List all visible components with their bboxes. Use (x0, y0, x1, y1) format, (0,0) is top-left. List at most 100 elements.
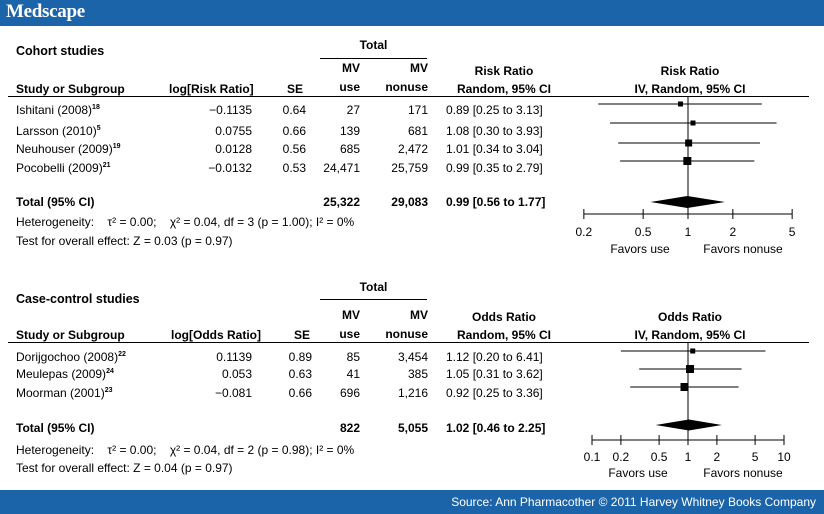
heterogeneity-text: Heterogeneity: τ² = 0.00; χ² = 0.04, df … (16, 215, 355, 229)
mv-use-value: 27 (346, 103, 360, 117)
mv-use-value: 696 (339, 386, 360, 400)
tick-label: 2 (714, 450, 721, 464)
ci-text: 1.05 [0.31 to 3.62] (446, 367, 543, 381)
se-value: 0.66 (282, 124, 306, 138)
study-name: Ishitani (2008)18 (16, 103, 100, 117)
log-value: −0.081 (214, 386, 252, 400)
tick-label: 1 (685, 450, 692, 464)
header-rule (8, 342, 809, 343)
point-estimate (683, 157, 692, 165)
se-value: 0.53 (282, 161, 306, 175)
tick-label: 0.1 (584, 450, 601, 464)
point-estimate (685, 139, 693, 147)
study-name: Pocobelli (2009)21 (16, 161, 111, 175)
se-col-header: SE (287, 82, 304, 96)
ci-text: 0.92 [0.25 to 3.36] (446, 386, 543, 400)
mv-nonuse-value: 1,216 (397, 386, 428, 400)
total-label: Total (95% CI) (16, 421, 95, 435)
total-nonuse: 5,055 (397, 421, 428, 435)
total-header: Total (359, 280, 388, 294)
log-value: 0.1139 (216, 350, 252, 364)
se-value: 0.63 (288, 367, 312, 381)
point-estimate (686, 365, 695, 373)
total-use: 25,322 (323, 195, 360, 209)
total-label: Total (95% CI) (16, 195, 95, 209)
mv-nonuse-value: 2,472 (397, 142, 428, 156)
tick-label: 0.2 (576, 225, 593, 239)
total-underline (320, 299, 427, 300)
ci-text: 0.99 [0.35 to 2.79] (446, 161, 543, 175)
favors-right: Favors nonuse (703, 242, 783, 256)
total-use: 822 (339, 421, 360, 435)
overall-effect-text: Test for overall effect: Z = 0.04 (p = 0… (16, 461, 233, 475)
mv-use-value: 41 (346, 367, 360, 381)
section-title: Cohort studies (16, 44, 105, 58)
log-value: 0.053 (221, 367, 252, 381)
tick-label: 0.5 (651, 450, 668, 464)
footer-bar: Source: Ann Pharmacother © 2011 Harvey W… (0, 490, 824, 514)
tick-label: 5 (752, 450, 759, 464)
mv-nonuse-header-1: MV (410, 61, 428, 75)
log-col-header: log[Risk Ratio] (169, 82, 254, 96)
study-name: Dorijgochoo (2008)22 (16, 350, 126, 364)
study-name: Meulepas (2009)24 (16, 367, 114, 381)
point-estimate (690, 348, 696, 354)
plot-subtitle: IV, Random, 95% CI (634, 82, 746, 96)
tick-label: 5 (789, 225, 796, 239)
log-value: −0.0132 (208, 161, 252, 175)
point-estimate (677, 101, 683, 107)
mv-nonuse-header-2: nonuse (385, 80, 428, 94)
study-name: Larsson (2010)5 (16, 124, 101, 138)
log-value: 0.0755 (215, 124, 252, 138)
plot-title: Odds Ratio (657, 310, 722, 324)
ratio-col-sub: Random, 95% CI (456, 328, 552, 342)
ratio-col-sub: Random, 95% CI (456, 82, 552, 96)
pooled-diamond (650, 196, 725, 208)
source-credit: Source: Ann Pharmacother © 2011 Harvey W… (451, 495, 816, 509)
point-estimate (680, 383, 689, 391)
mv-nonuse-value: 385 (407, 367, 428, 381)
ratio-col-title: Odds Ratio (471, 310, 536, 324)
favors-left: Favors use (608, 466, 668, 480)
se-value: 0.66 (288, 386, 312, 400)
tick-label: 0.5 (635, 225, 652, 239)
total-header: Total (359, 38, 388, 52)
point-estimate (690, 120, 696, 126)
total-nonuse: 29,083 (391, 195, 428, 209)
plot-title: Risk Ratio (660, 64, 720, 78)
tick-label: 10 (777, 450, 791, 464)
se-value: 0.64 (282, 103, 306, 117)
header-bar: Medscape (0, 0, 824, 26)
ratio-col-title: Risk Ratio (474, 64, 534, 78)
study-name: Neuhouser (2009)19 (16, 142, 121, 156)
se-value: 0.89 (288, 350, 312, 364)
study-col-header: Study or Subgroup (16, 82, 125, 96)
mv-use-header-2: use (339, 327, 360, 341)
mv-use-value: 139 (339, 124, 360, 138)
log-col-header: log[Odds Ratio] (171, 328, 261, 342)
ci-text: 1.01 [0.34 to 3.04] (446, 142, 543, 156)
favors-left: Favors use (610, 242, 670, 256)
mv-nonuse-value: 25,759 (391, 161, 428, 175)
mv-use-value: 685 (339, 142, 360, 156)
study-name: Moorman (2001)23 (16, 386, 113, 400)
ci-text: 1.08 [0.30 to 3.93] (446, 124, 543, 138)
mv-use-header-1: MV (342, 308, 360, 322)
mv-nonuse-value: 681 (407, 124, 428, 138)
tick-label: 0.2 (613, 450, 630, 464)
mv-use-header-2: use (339, 80, 360, 94)
favors-right: Favors nonuse (703, 466, 783, 480)
mv-use-value: 85 (346, 350, 360, 364)
total-ci-text: 1.02 [0.46 to 2.25] (446, 421, 546, 435)
plot-subtitle: IV, Random, 95% CI (634, 328, 746, 342)
tick-label: 2 (730, 225, 737, 239)
tick-label: 1 (685, 225, 692, 239)
heterogeneity-text: Heterogeneity: τ² = 0.00; χ² = 0.04, df … (16, 443, 355, 457)
pooled-diamond (655, 419, 722, 431)
total-ci-text: 0.99 [0.56 to 1.77] (446, 195, 546, 209)
log-value: −0.1135 (209, 103, 252, 117)
overall-effect-text: Test for overall effect: Z = 0.03 (p = 0… (16, 234, 233, 248)
mv-nonuse-value: 171 (407, 103, 428, 117)
log-value: 0.0128 (215, 142, 252, 156)
header-rule (8, 96, 809, 97)
